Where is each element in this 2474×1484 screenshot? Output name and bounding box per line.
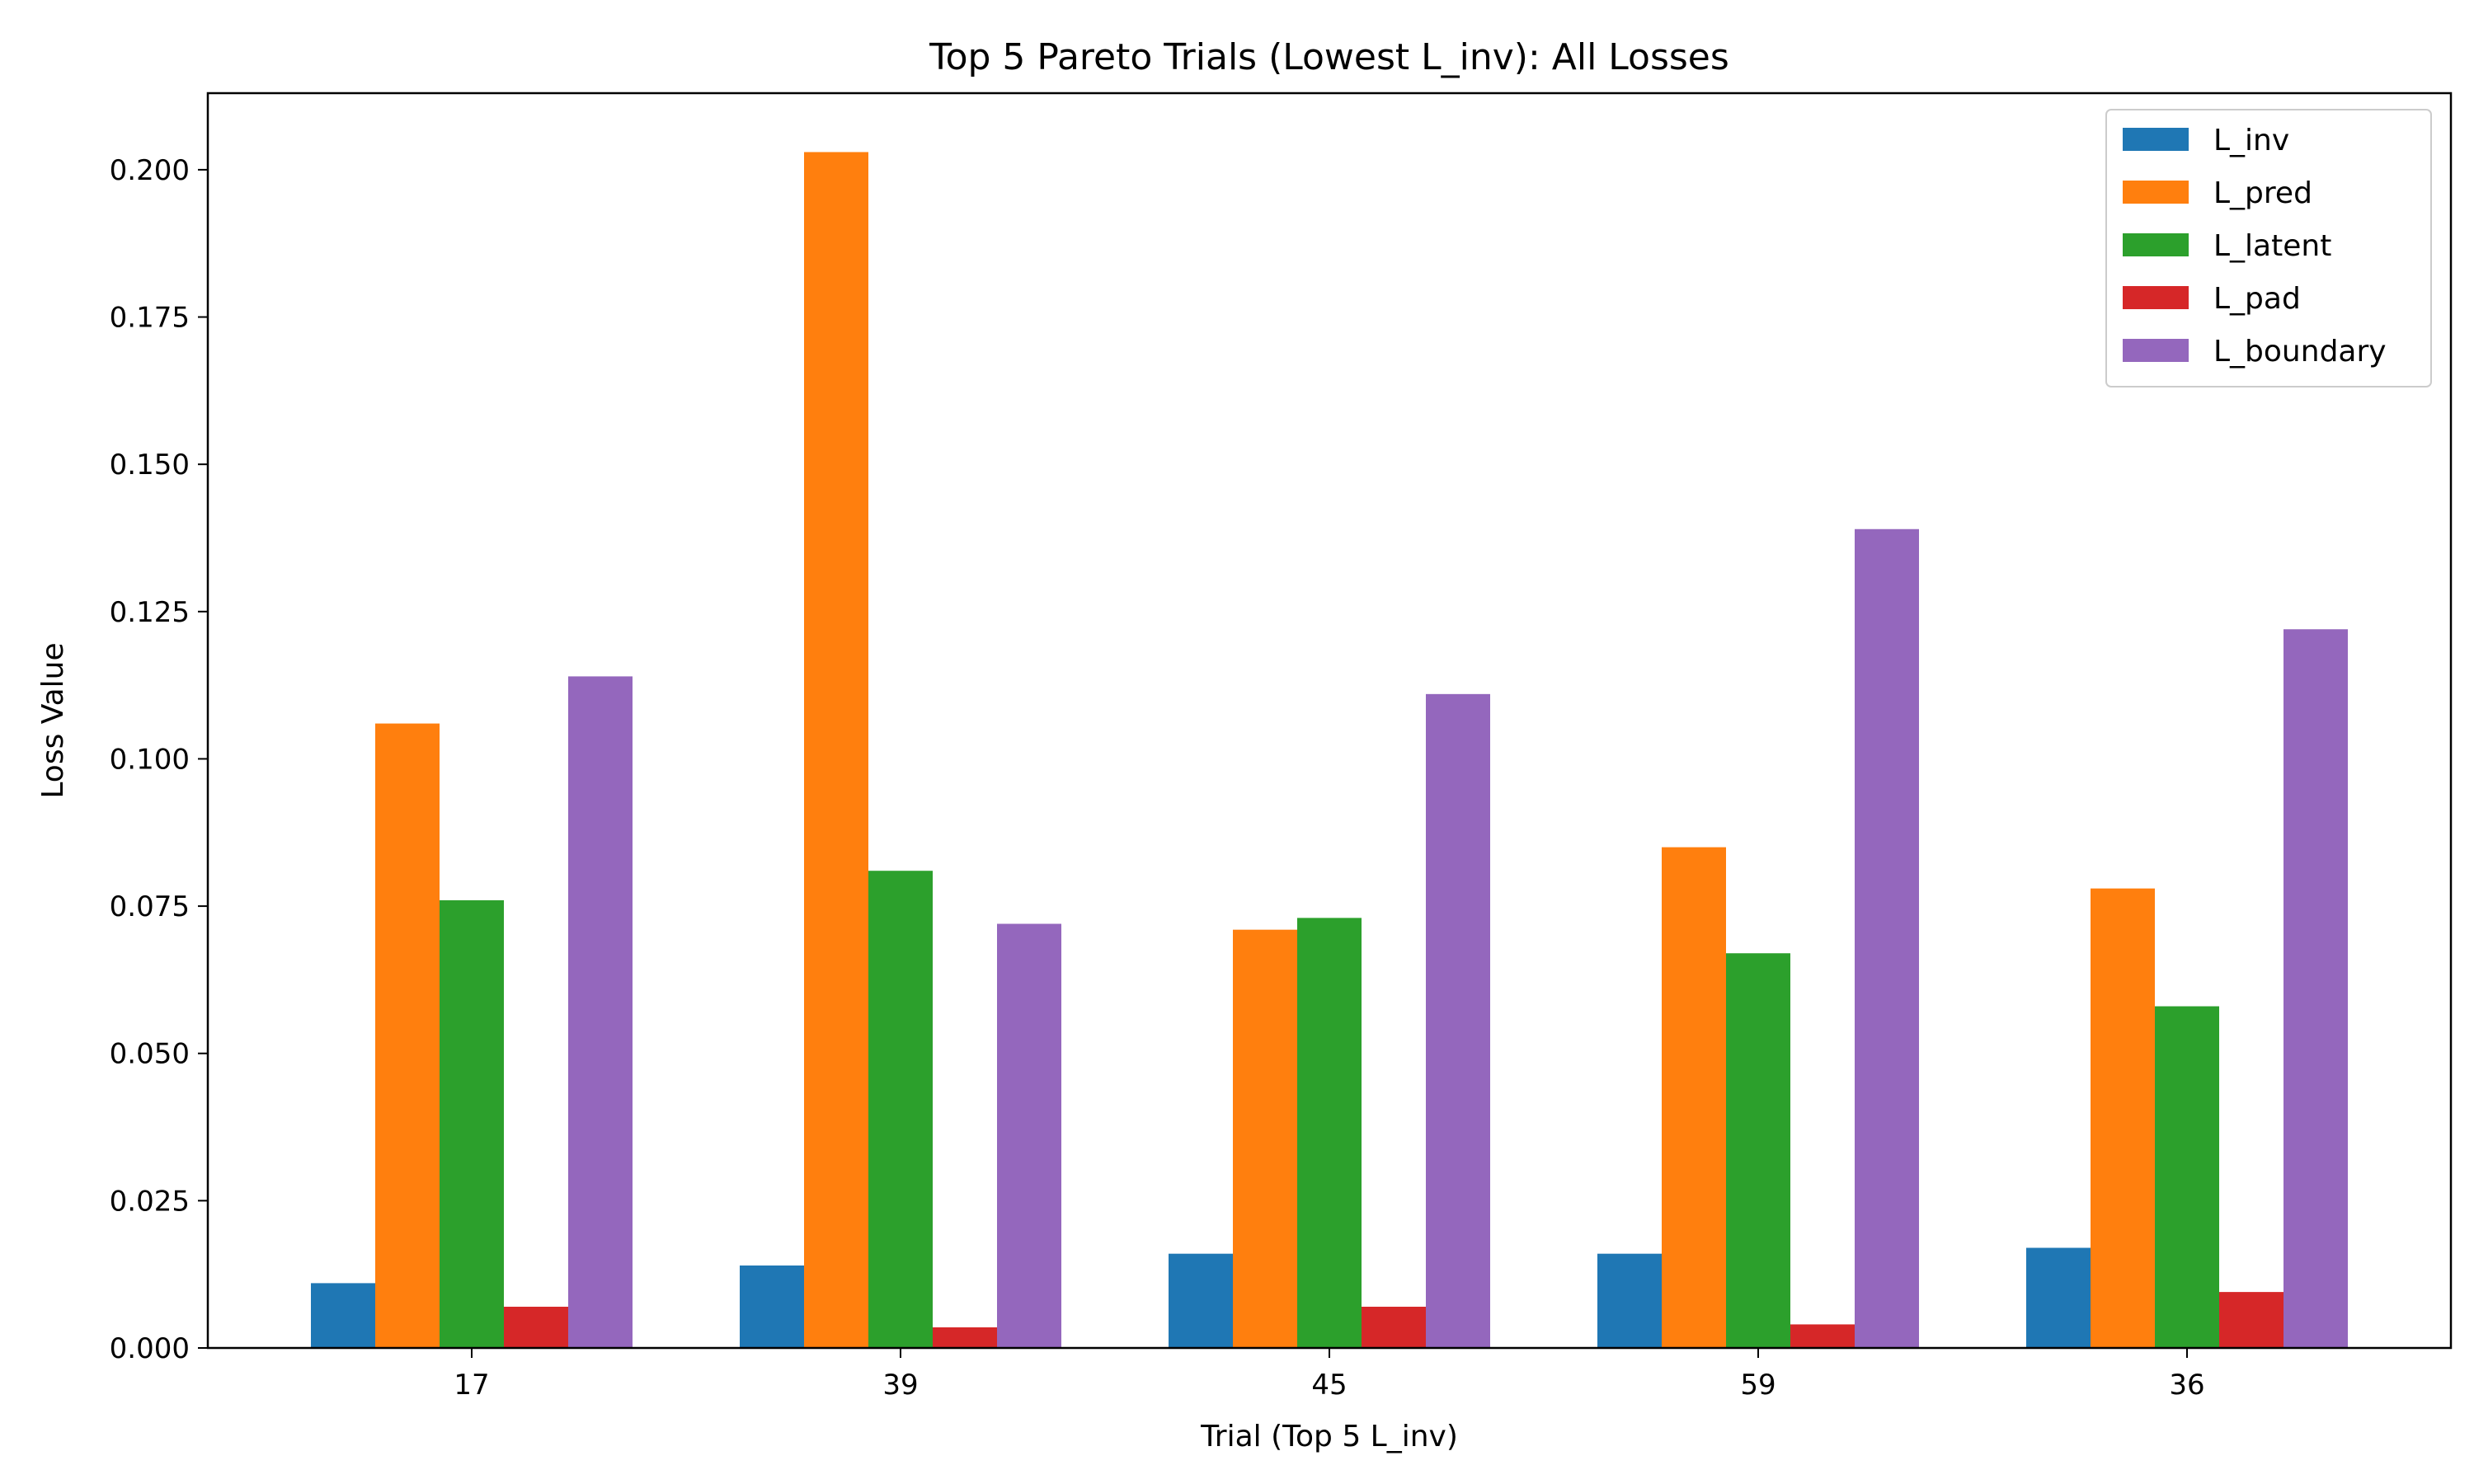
bar-l-inv-trial-59 (1597, 1253, 1662, 1348)
bar-l-boundary-trial-39 (997, 923, 1061, 1348)
legend-label: L_latent (2213, 229, 2331, 263)
legend-label: L_pred (2213, 176, 2312, 210)
bar-l-boundary-trial-59 (1855, 528, 1919, 1348)
y-tick-label: 0.025 (110, 1185, 190, 1218)
x-tick-label: 17 (454, 1369, 489, 1402)
legend-label: L_boundary (2213, 335, 2387, 369)
bar-l-pad-trial-36 (2219, 1292, 2284, 1348)
bar-l-pad-trial-17 (504, 1306, 568, 1348)
bar-l-pad-trial-59 (1790, 1324, 1855, 1348)
legend-label: L_inv (2213, 124, 2289, 157)
bar-l-pred-trial-17 (375, 723, 440, 1348)
bar-l-pred-trial-39 (804, 152, 868, 1348)
y-tick-label: 0.175 (110, 302, 190, 335)
legend-label: L_pad (2213, 282, 2301, 316)
y-tick-label: 0.125 (110, 596, 190, 629)
bar-l-boundary-trial-45 (1426, 693, 1490, 1348)
bar-l-latent-trial-59 (1726, 953, 1790, 1348)
legend-swatch-l-boundary (2123, 339, 2189, 362)
legend-swatch-l-inv (2123, 128, 2189, 151)
chart-title: Top 5 Pareto Trials (Lowest L_inv): All … (929, 36, 1729, 78)
bar-l-boundary-trial-36 (2284, 629, 2348, 1348)
bar-l-boundary-trial-17 (568, 676, 633, 1348)
x-tick-label: 39 (882, 1369, 918, 1402)
legend: L_inv L_pred L_latent L_pad L_boundary (2105, 109, 2432, 387)
y-tick-label: 0.150 (110, 448, 190, 481)
y-tick-label: 0.100 (110, 743, 190, 776)
x-axis: 17 39 45 59 36 (454, 1348, 2205, 1402)
y-tick-label: 0.050 (110, 1038, 190, 1071)
bar-l-inv-trial-17 (311, 1283, 375, 1348)
bar-l-latent-trial-39 (868, 871, 933, 1348)
bar-l-pad-trial-39 (933, 1327, 997, 1348)
x-tick-label: 36 (2169, 1369, 2204, 1402)
legend-swatch-l-pred (2123, 181, 2189, 204)
bar-l-inv-trial-39 (740, 1265, 804, 1348)
y-tick-label: 0.200 (110, 154, 190, 187)
legend-box (2105, 109, 2432, 387)
bar-l-inv-trial-36 (2026, 1247, 2091, 1348)
bar-l-latent-trial-45 (1297, 918, 1362, 1348)
bar-l-inv-trial-45 (1169, 1253, 1233, 1348)
y-axis-label: Loss Value (36, 642, 70, 798)
legend-swatch-l-pad (2123, 286, 2189, 309)
x-tick-label: 59 (1740, 1369, 1776, 1402)
x-tick-label: 45 (1311, 1369, 1347, 1402)
bar-l-pad-trial-45 (1362, 1306, 1426, 1348)
x-axis-label: Trial (Top 5 L_inv) (1200, 1420, 1458, 1453)
bar-l-pred-trial-45 (1233, 929, 1297, 1348)
y-axis: 0.000 0.025 0.050 0.075 0.100 0.125 0.150 0.175… (110, 154, 208, 1365)
legend-swatch-l-latent (2123, 233, 2189, 256)
bar-l-pred-trial-36 (2091, 888, 2155, 1348)
y-tick-label: 0.000 (110, 1332, 190, 1365)
bar-l-latent-trial-17 (440, 899, 504, 1348)
y-tick-label: 0.075 (110, 890, 190, 923)
bar-l-latent-trial-36 (2155, 1006, 2219, 1348)
bars-group (311, 152, 2348, 1348)
bar-l-pred-trial-59 (1662, 847, 1726, 1348)
